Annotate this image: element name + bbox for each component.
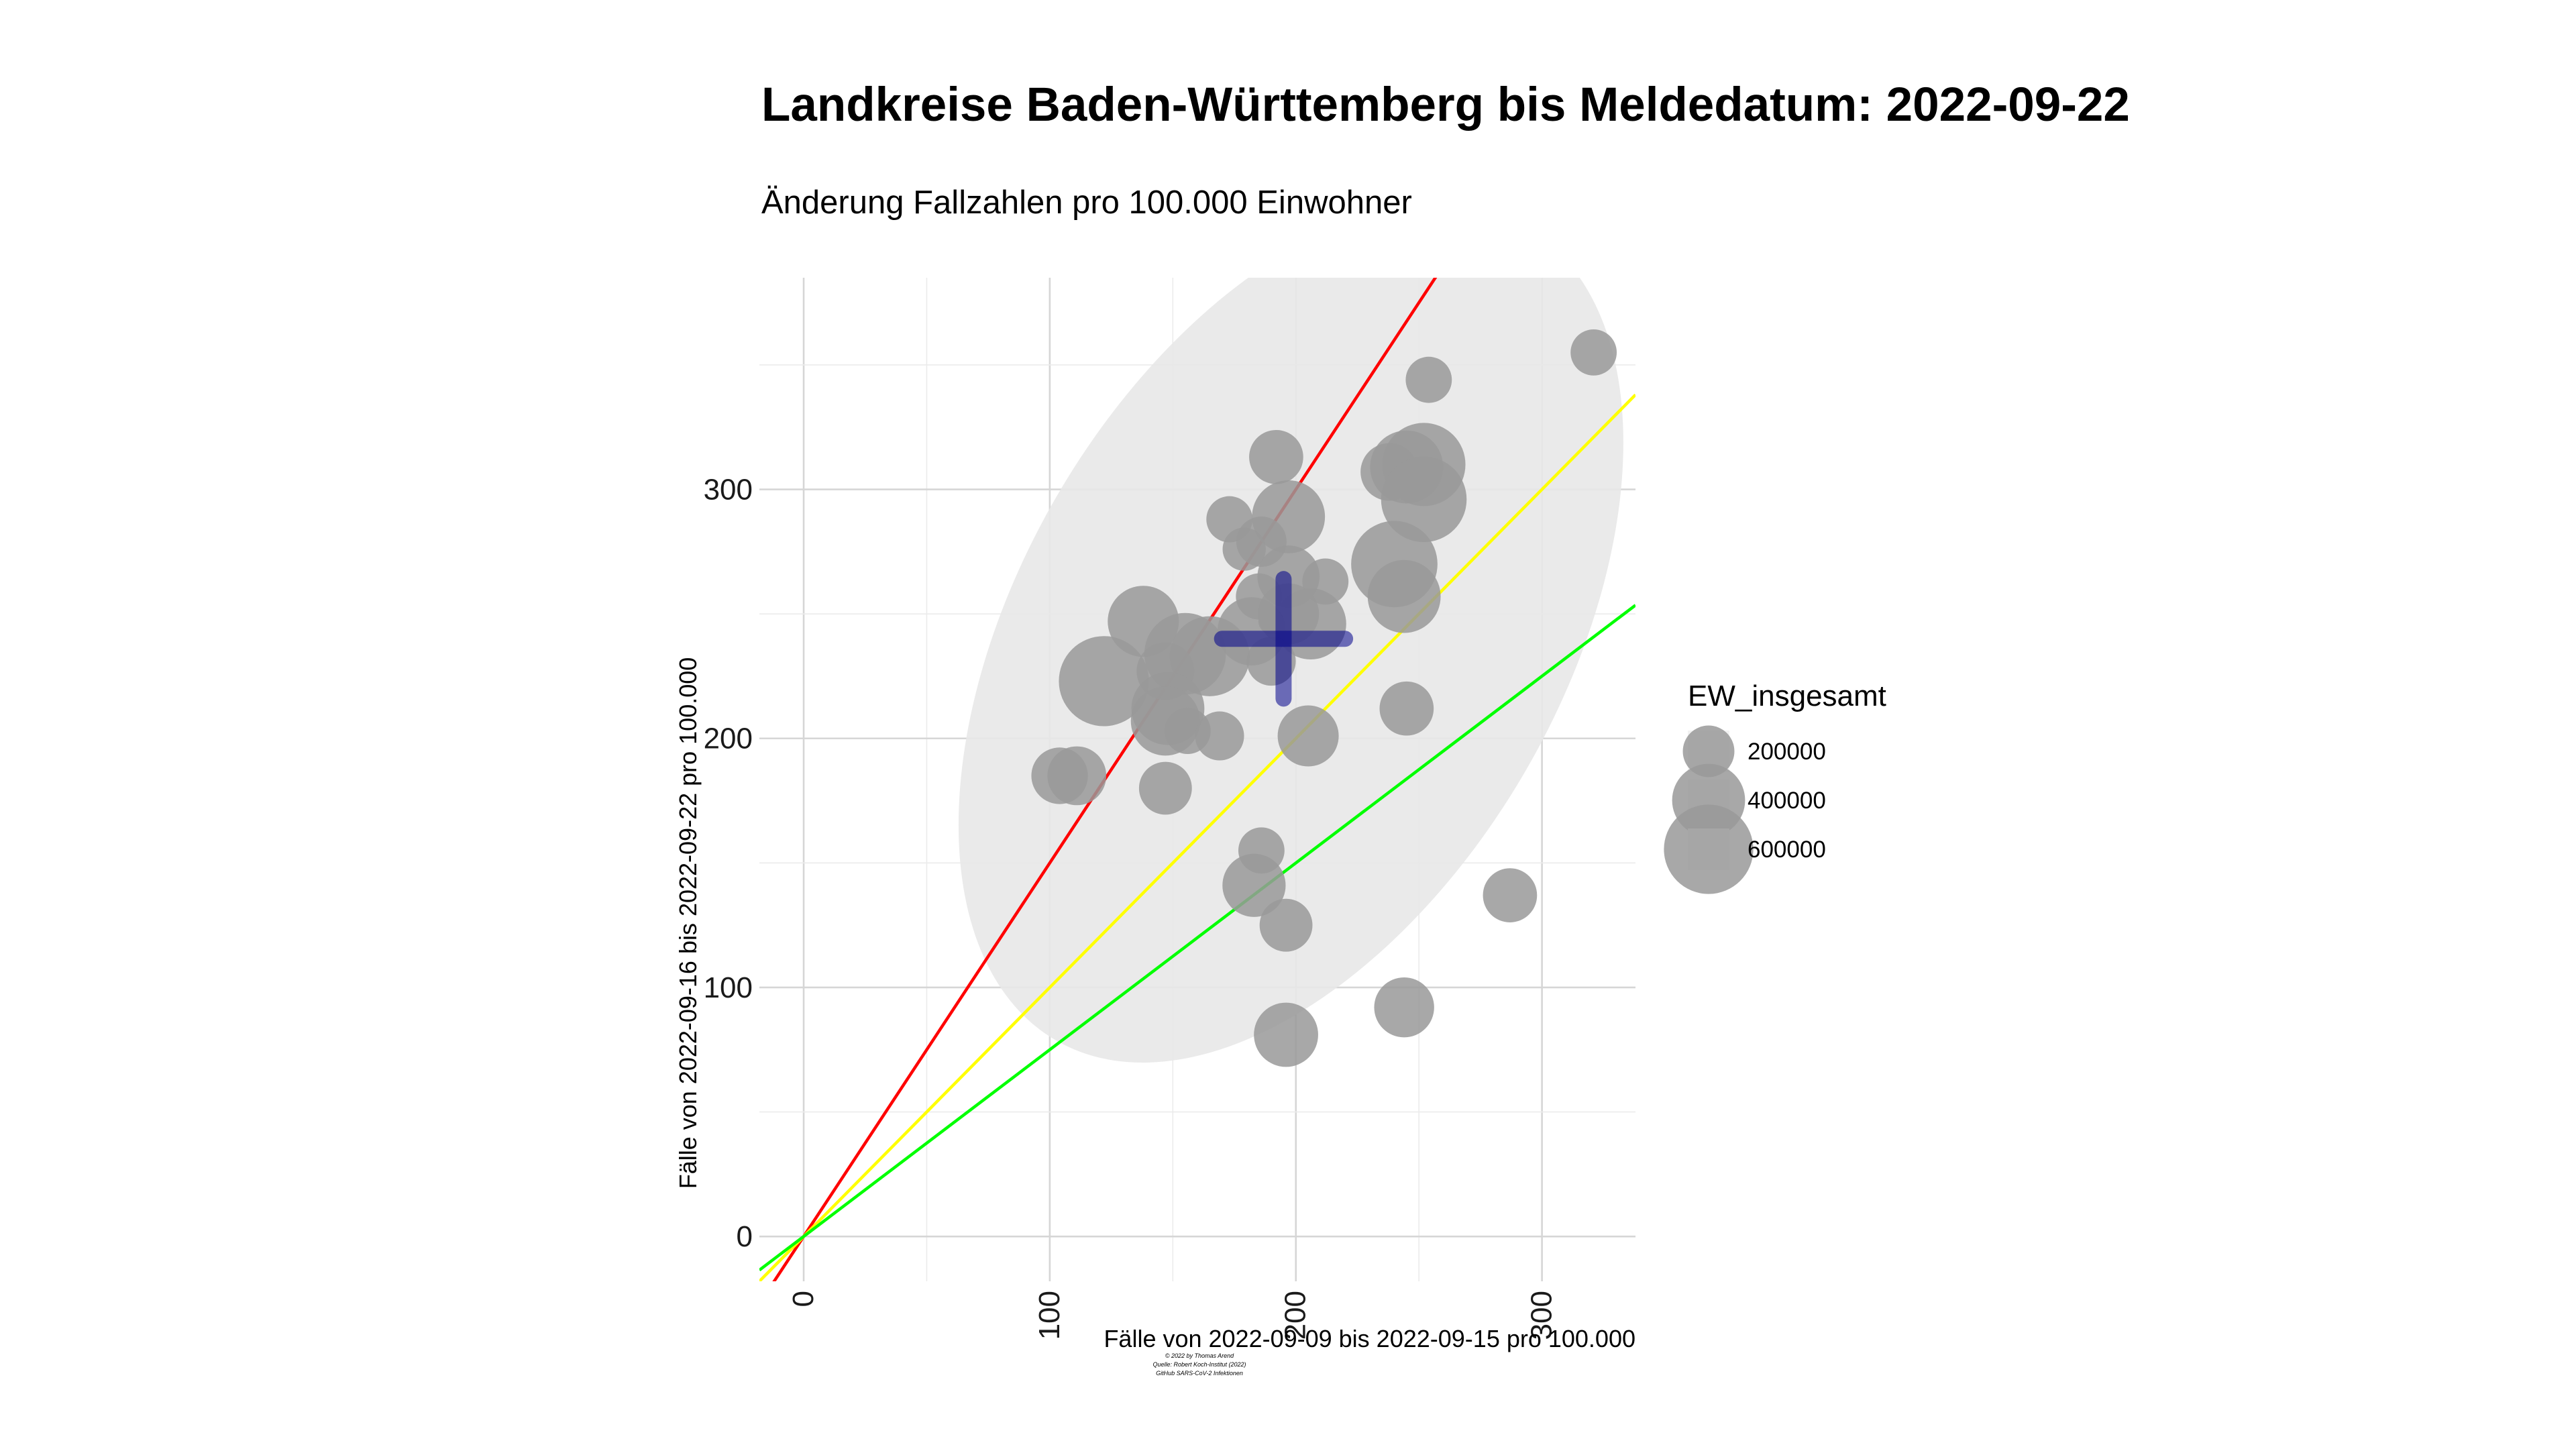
legend-entry-label: 200000 bbox=[1748, 739, 1826, 765]
legend-key-circle bbox=[1682, 725, 1735, 777]
y-tick-label: 300 bbox=[704, 474, 753, 506]
y-axis-label: Fälle von 2022-09-16 bis 2022-09-22 pro … bbox=[674, 657, 702, 1189]
legend: EW_insgesamt 200000 400000 600000 bbox=[1664, 680, 1886, 894]
legend-entry-label: 600000 bbox=[1748, 837, 1826, 863]
mean-marker-layer bbox=[1214, 571, 1354, 707]
data-point bbox=[1367, 559, 1441, 633]
data-point bbox=[1405, 356, 1452, 403]
legend-key-circle bbox=[1664, 804, 1754, 894]
legend-title: EW_insgesamt bbox=[1688, 680, 1886, 712]
data-point bbox=[1138, 761, 1192, 815]
legend-entry-label: 400000 bbox=[1748, 788, 1826, 814]
x-tick-label: 100 bbox=[1033, 1291, 1066, 1340]
data-point bbox=[1254, 1002, 1318, 1067]
data-point bbox=[1059, 636, 1149, 727]
reference-line-2 bbox=[759, 393, 1635, 1281]
data-point bbox=[1374, 977, 1434, 1038]
data-point bbox=[1259, 898, 1313, 952]
y-tick-label: 100 bbox=[704, 971, 753, 1004]
y-tick-label: 200 bbox=[704, 722, 753, 755]
data-point bbox=[1570, 329, 1617, 376]
x-tick-label: 300 bbox=[1525, 1291, 1558, 1340]
data-point bbox=[1222, 527, 1266, 571]
x-tick-label: 200 bbox=[1279, 1291, 1312, 1340]
caption: © 2022 by Thomas Arend Quelle: Robert Ko… bbox=[1152, 1352, 1246, 1377]
data-point bbox=[1047, 746, 1107, 806]
data-point bbox=[1483, 868, 1538, 922]
x-tick-label: 0 bbox=[787, 1291, 820, 1307]
caption-line-3: GitHub SARS-CoV-2 Infektionen bbox=[1156, 1370, 1243, 1377]
data-point bbox=[1222, 853, 1286, 917]
data-point bbox=[1195, 711, 1244, 761]
chart-subtitle: Änderung Fallzahlen pro 100.000 Einwohne… bbox=[761, 184, 1412, 221]
x-axis-label: Fälle von 2022-09-09 bis 2022-09-15 pro … bbox=[1104, 1325, 1635, 1352]
caption-line-1: © 2022 by Thomas Arend bbox=[1165, 1352, 1234, 1359]
caption-line-2: Quelle: Robert Koch-Institut (2022) bbox=[1152, 1361, 1246, 1368]
tick-labels: 0 100 200 300 0 100 200 300 bbox=[704, 474, 1558, 1340]
points-layer bbox=[1031, 329, 1617, 1067]
data-point bbox=[1381, 456, 1467, 543]
chart-title: Landkreise Baden-Württemberg bis Meldeda… bbox=[761, 78, 2130, 131]
data-point bbox=[1249, 429, 1303, 484]
data-point bbox=[1277, 705, 1339, 767]
reference-line-3 bbox=[759, 604, 1635, 1272]
y-tick-label: 0 bbox=[737, 1220, 753, 1253]
data-point bbox=[1379, 681, 1434, 736]
